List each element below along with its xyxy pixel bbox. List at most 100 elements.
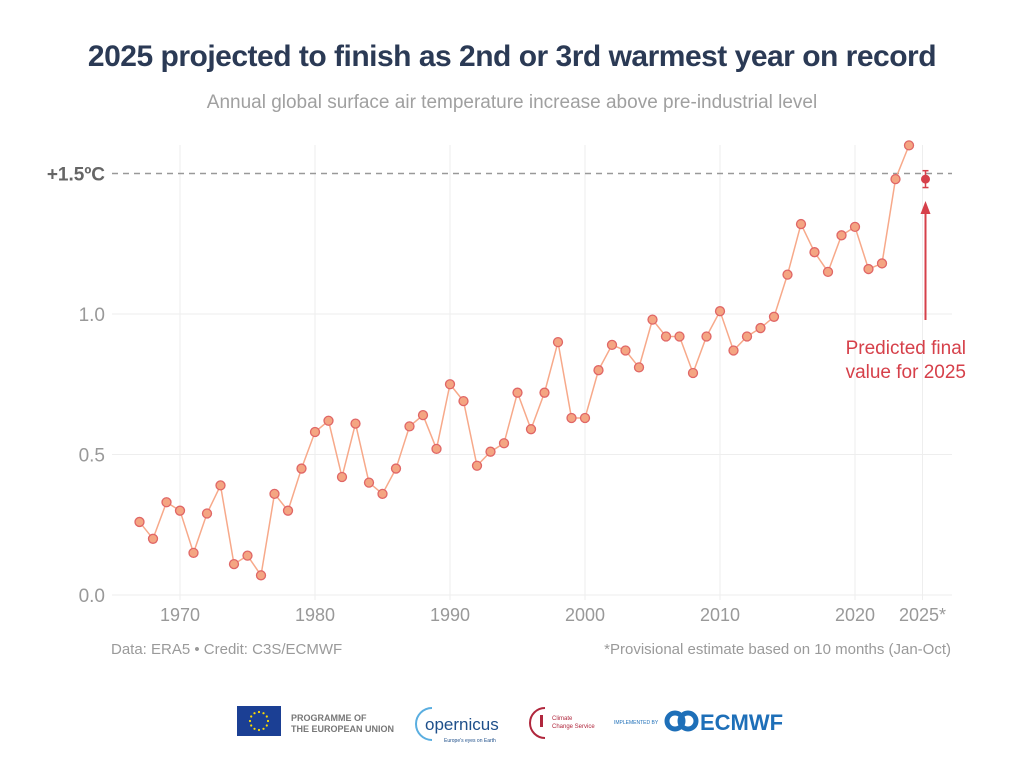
eu-star xyxy=(266,719,270,723)
svg-text:Climate: Climate xyxy=(552,716,573,722)
data-point xyxy=(836,230,847,241)
data-point xyxy=(782,269,793,280)
data-point xyxy=(147,533,159,544)
eu-star xyxy=(250,724,253,727)
data-point xyxy=(350,418,361,429)
data-point xyxy=(674,331,685,342)
eu-star xyxy=(253,712,256,715)
data-point xyxy=(161,497,172,508)
data-point xyxy=(309,426,321,438)
data-point xyxy=(714,306,726,317)
data-point xyxy=(849,221,861,233)
prediction-annotation: Predicted final xyxy=(846,338,966,359)
data-point xyxy=(201,508,213,519)
provisional-note: *Provisional estimate based on 10 months… xyxy=(604,641,951,658)
data-point xyxy=(431,443,442,455)
data-point xyxy=(512,387,523,398)
eu-flag-logo xyxy=(237,706,281,736)
data-point xyxy=(606,339,618,351)
partner-logos: PROGRAMME OF THE EUROPEAN UNION opernicu… xyxy=(237,706,783,744)
x-tick-label: 2010 xyxy=(700,605,740,625)
x-tick-label: 2000 xyxy=(565,605,605,625)
prediction-annotation: value for 2025 xyxy=(846,362,966,383)
svg-text:ECMWF: ECMWF xyxy=(700,710,783,735)
eu-text-1: PROGRAMME OF xyxy=(291,713,367,723)
chart-subtitle: Annual global surface air temperature in… xyxy=(206,92,818,113)
x-tick-label: 1980 xyxy=(295,605,335,625)
data-point xyxy=(471,460,483,471)
eu-text-2: THE EUROPEAN UNION xyxy=(291,724,394,734)
data-point xyxy=(485,446,496,457)
annotation-arrowhead xyxy=(920,201,931,214)
data-point xyxy=(377,488,388,499)
eu-star xyxy=(262,727,265,730)
eu-star xyxy=(265,724,268,727)
x-tick-label: 1970 xyxy=(160,605,200,625)
svg-text:opernicus: opernicus xyxy=(425,715,499,734)
data-point xyxy=(215,480,226,491)
eu-star xyxy=(250,715,253,718)
svg-text:Change Service: Change Service xyxy=(552,724,595,730)
eu-star xyxy=(257,728,261,732)
y-tick-label: 0.5 xyxy=(79,446,105,467)
data-point xyxy=(903,140,915,151)
data-point xyxy=(282,505,294,516)
x-tick-label: 1990 xyxy=(430,605,470,625)
x-tick-label: 2025* xyxy=(899,605,946,625)
series-line xyxy=(138,145,910,578)
data-point xyxy=(269,488,280,499)
data-point xyxy=(701,331,712,342)
data-point xyxy=(890,173,901,185)
chart: 1970 1980 1990 2000 2010 2020 2025* 0.0 0.5 1.0 +1… xyxy=(47,140,966,625)
data-point xyxy=(134,516,145,528)
data-point xyxy=(566,412,577,424)
data-point xyxy=(579,412,591,424)
eu-star xyxy=(265,715,268,718)
data-point xyxy=(498,438,510,449)
data-point xyxy=(687,367,699,379)
threshold-label: +1.5ºC xyxy=(47,165,105,186)
data-point xyxy=(863,263,874,275)
data-point xyxy=(188,547,199,558)
data-point xyxy=(620,345,631,356)
data-point xyxy=(822,266,834,278)
implemented-by-text: IMPLEMENTED BY xyxy=(614,720,659,726)
data-point xyxy=(323,415,334,426)
data-point xyxy=(255,570,267,581)
data-point xyxy=(336,471,348,483)
data-point xyxy=(228,558,240,570)
data-point xyxy=(552,336,564,348)
copernicus-logo: opernicus Europe's eyes on Earth xyxy=(415,707,499,744)
svg-text:Europe's eyes on Earth: Europe's eyes on Earth xyxy=(444,738,496,744)
data-point xyxy=(795,218,807,230)
y-tick-label: 1.0 xyxy=(79,305,105,326)
data-point xyxy=(755,322,766,334)
data-point xyxy=(417,410,429,421)
data-point xyxy=(633,362,645,373)
data-point xyxy=(404,421,415,432)
data-point xyxy=(174,505,186,516)
data-point xyxy=(363,477,375,488)
data-point xyxy=(458,395,469,407)
data-point xyxy=(660,331,672,342)
data-point xyxy=(593,365,604,376)
data-point xyxy=(809,247,820,258)
chart-title: 2025 projected to finish as 2nd or 3rd w… xyxy=(87,40,937,73)
c3s-logo: Climate Change Service xyxy=(529,707,595,739)
data-point xyxy=(647,314,658,325)
prediction-point xyxy=(921,174,930,184)
eu-star xyxy=(257,710,261,714)
data-point xyxy=(741,331,753,342)
eu-star xyxy=(248,719,252,723)
data-point xyxy=(525,424,537,435)
ecmwf-logo: ECMWF xyxy=(664,710,783,735)
data-point xyxy=(390,463,402,474)
x-tick-label: 2020 xyxy=(835,605,875,625)
eu-star xyxy=(262,712,265,715)
data-point xyxy=(876,258,888,269)
data-point xyxy=(242,550,253,561)
data-point xyxy=(539,387,550,398)
data-point xyxy=(444,379,456,390)
data-point xyxy=(728,345,739,356)
eu-star xyxy=(253,727,256,730)
